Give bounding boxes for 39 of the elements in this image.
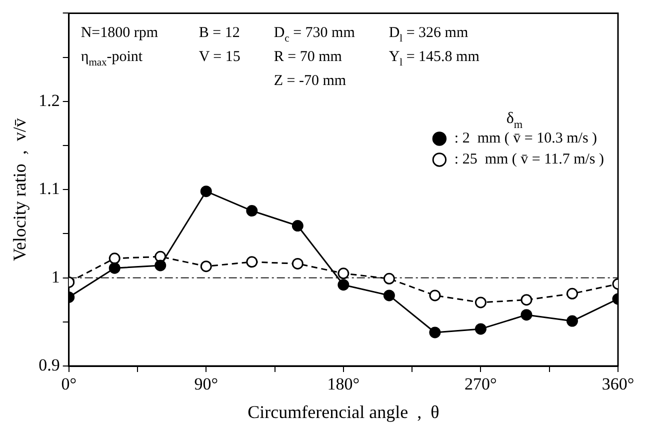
point — [383, 290, 395, 302]
annotation: Z = -70 mm — [274, 73, 346, 90]
point — [338, 268, 350, 280]
point — [246, 256, 258, 268]
annotation: R = 70 mm — [274, 49, 342, 66]
point — [292, 258, 304, 270]
y-tick-label: 1.2 — [38, 90, 60, 110]
annotation: N=1800 rpm — [80, 25, 158, 42]
point — [154, 260, 166, 272]
point — [338, 279, 350, 291]
point — [292, 220, 304, 232]
point — [200, 186, 212, 198]
point — [520, 294, 532, 306]
legend-label: : 2 mm ( v̄ = 10.3 m/s ) — [454, 130, 598, 147]
point — [474, 323, 486, 335]
point — [429, 326, 441, 338]
point — [474, 296, 486, 308]
legend-label: : 25 mm ( v̄ = 11.7 m/s ) — [454, 152, 604, 168]
point — [200, 260, 212, 272]
x-tick-label: 90° — [194, 374, 218, 394]
annotation: V = 15 — [198, 49, 240, 66]
annotation: B = 12 — [198, 25, 240, 42]
y-tick-label: 1.1 — [38, 179, 60, 198]
point — [246, 205, 258, 217]
point — [383, 272, 395, 284]
point — [429, 290, 441, 302]
point — [108, 262, 120, 274]
y-tick-label: 0.9 — [38, 355, 60, 374]
x-tick-label: 180° — [327, 374, 360, 394]
x-tick-label: 0° — [61, 374, 77, 394]
x-tick-label: 270° — [464, 374, 497, 394]
point — [566, 315, 578, 327]
point — [108, 252, 120, 264]
x-axis-title: Circumferencial angle , θ — [248, 402, 440, 422]
point — [520, 309, 532, 321]
y-tick-label: 1 — [51, 267, 60, 286]
y-axis-title: Velocity ratio , v/v̄ — [10, 118, 30, 262]
point — [566, 288, 578, 300]
x-tick-label: 360° — [602, 374, 634, 394]
